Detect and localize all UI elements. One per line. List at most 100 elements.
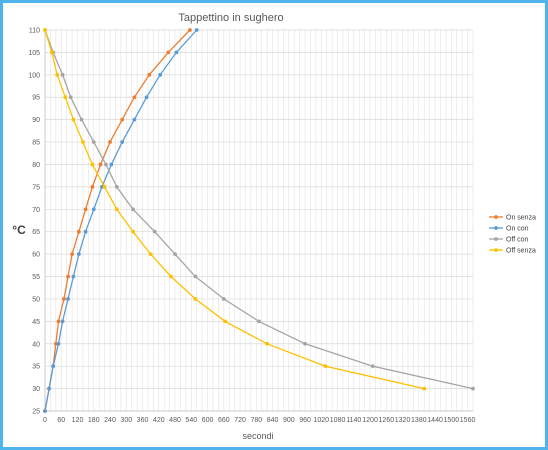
data-point-on-senza [70, 252, 74, 257]
x-tick-label: 1260 [379, 417, 395, 424]
data-point-on-senza [120, 117, 125, 122]
data-point-on-con [66, 297, 70, 301]
chart-title: Tappettino in sughero [178, 12, 283, 24]
data-point-off-senza [90, 162, 95, 167]
data-point-on-con [194, 28, 199, 32]
data-point-on-con [71, 274, 76, 279]
x-tick-label: 840 [267, 417, 279, 424]
data-point-off-con [114, 184, 119, 189]
data-point-on-senza [62, 297, 66, 301]
data-point-on-senza [83, 207, 88, 212]
x-tick-label: 1020 [314, 417, 330, 424]
data-point-on-con [144, 95, 149, 100]
data-point-on-senza [166, 50, 171, 55]
y-tick-label: 25 [32, 409, 40, 416]
x-axis-label: secondi [242, 431, 273, 441]
x-tick-label: 1380 [411, 417, 427, 424]
x-tick-label: 1320 [395, 417, 411, 424]
x-tick-label: 420 [153, 417, 165, 424]
y-tick-label: 70 [32, 207, 40, 214]
y-tick-label: 60 [32, 252, 40, 259]
series-line-on-con [44, 29, 198, 412]
data-point-off-senza [114, 207, 119, 212]
x-tick-label: 1140 [346, 417, 361, 424]
data-point-on-con [109, 162, 114, 167]
legend-label-on-senza: On senza [506, 215, 536, 222]
x-tick-label: 900 [283, 417, 295, 424]
legend-marker-on-senza [494, 215, 498, 219]
data-point-off-senza [63, 95, 68, 100]
axes: 0 60 120 180 240 300 360 420 480 540 600 660 720 780 8… [28, 28, 475, 425]
y-tick-label: 50 [32, 296, 40, 303]
data-point-off-con [104, 162, 108, 167]
y-tick-label: 110 [29, 28, 40, 35]
y-tick-label: 105 [28, 50, 40, 57]
x-tick-label: 300 [120, 417, 132, 424]
y-tick-label: 75 [32, 184, 40, 191]
data-point-off-senza [55, 72, 60, 77]
data-point-off-con [68, 95, 73, 100]
series-line-on-senza [44, 29, 191, 412]
y-tick-label: 35 [32, 364, 40, 371]
data-point-off-senza [148, 252, 153, 257]
data-point-on-con [83, 229, 88, 234]
data-point-on-senza [132, 95, 137, 100]
data-point-on-con [56, 341, 61, 346]
data-point-off-senza [323, 364, 328, 369]
gridlines [44, 29, 474, 412]
data-point-on-con [120, 140, 125, 144]
data-point-on-con [43, 409, 47, 413]
legend-marker-off-senza [494, 248, 498, 252]
data-point-off-con [91, 140, 96, 144]
y-tick-label: 95 [32, 95, 40, 102]
data-point-off-senza [193, 297, 198, 301]
x-tick-label: 480 [169, 417, 181, 424]
data-point-off-senza [102, 184, 107, 189]
x-tick-label: 1500 [444, 417, 460, 424]
data-point-on-senza [188, 28, 192, 32]
data-point-off-con [131, 207, 135, 212]
y-tick-label: 45 [32, 319, 40, 326]
x-tick-label: 1080 [330, 417, 346, 424]
x-tick-label: 600 [202, 417, 214, 424]
data-point-on-senza [53, 341, 58, 346]
line-chart: 0 60 120 180 240 300 360 420 480 540 600 660 720 780 8… [12, 12, 536, 441]
data-point-on-con [132, 117, 137, 122]
data-point-on-senza [76, 229, 81, 234]
data-point-off-con [173, 252, 177, 257]
y-tick-label: 80 [32, 162, 40, 169]
data-point-off-con [221, 297, 226, 301]
data-point-off-senza [71, 117, 76, 122]
data-point-on-senza [98, 162, 103, 167]
y-tick-label: 65 [32, 229, 40, 236]
data-point-on-senza [147, 72, 152, 77]
data-point-off-con [257, 319, 261, 324]
legend-marker-off-con [494, 237, 498, 241]
data-point-on-senza [90, 184, 95, 189]
x-tick-label: 960 [299, 417, 311, 424]
data-point-off-senza [265, 341, 270, 346]
legend: On senza On con Off con Off senza [489, 215, 536, 255]
x-tick-label: 1440 [427, 417, 443, 424]
data-point-off-senza [81, 140, 85, 144]
legend-label-on-con: On con [506, 226, 529, 233]
x-tick-label: 660 [218, 417, 230, 424]
data-point-off-con [60, 72, 65, 77]
x-tick-label: 1200 [362, 417, 378, 424]
data-point-off-senza [43, 28, 47, 32]
legend-label-off-senza: Off senza [506, 248, 536, 255]
data-point-on-con [174, 50, 179, 55]
data-point-off-con [152, 229, 157, 234]
data-point-on-con [91, 207, 96, 212]
x-tick-label: 0 [43, 417, 47, 424]
data-point-off-con [471, 386, 475, 391]
data-point-on-con [60, 319, 65, 324]
x-tick-label: 720 [234, 417, 246, 424]
y-tick-label: 55 [32, 274, 40, 281]
data-point-on-con [51, 364, 56, 369]
data-point-off-senza [49, 50, 54, 55]
x-tick-label: 540 [185, 417, 197, 424]
legend-marker-on-con [494, 226, 498, 230]
data-point-off-senza [223, 319, 228, 324]
data-point-on-senza [108, 140, 112, 144]
